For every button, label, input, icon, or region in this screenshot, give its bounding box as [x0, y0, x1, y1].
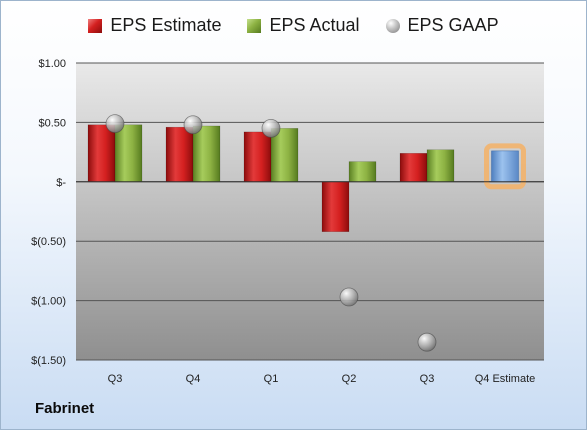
- eps-estimate-bar: [321, 181, 350, 232]
- y-tick-label: $(1.00): [31, 296, 66, 308]
- eps-gaap-point: [261, 118, 281, 138]
- y-tick-label: $1.00: [38, 58, 66, 70]
- eps-gaap-point: [183, 115, 203, 135]
- eps-estimate-bar: [399, 153, 428, 183]
- y-tick-label: $(1.50): [31, 355, 66, 367]
- eps-estimate-bar: [87, 124, 116, 183]
- x-tick-label: Q3: [108, 373, 123, 385]
- eps-estimate-bar: [243, 131, 272, 183]
- y-tick-label: $(0.50): [31, 236, 66, 248]
- legend-item-eps-gaap: EPS GAAP: [385, 15, 499, 36]
- legend-swatch-eps-estimate: [88, 18, 103, 33]
- legend-item-eps-actual: EPS Actual: [247, 15, 360, 36]
- y-tick-label: $0.50: [38, 117, 66, 129]
- eps-estimate-bar: [165, 126, 194, 183]
- x-tick-label: Q3: [420, 373, 435, 385]
- legend: EPS Estimate EPS Actual EPS GAAP: [1, 15, 586, 36]
- x-tick-label: Q4: [186, 373, 201, 385]
- company-name: Fabrinet: [35, 400, 95, 417]
- legend-label-eps-gaap: EPS GAAP: [407, 15, 499, 35]
- eps-gaap-point: [417, 332, 437, 352]
- x-tick-label: Q1: [264, 373, 279, 385]
- legend-swatch-eps-gaap: [385, 18, 400, 33]
- eps-gaap-point: [339, 287, 359, 307]
- bars: [76, 124, 544, 232]
- eps-actual-bar: [348, 161, 377, 183]
- legend-label-eps-estimate: EPS Estimate: [110, 15, 222, 35]
- x-tick-label: Q4 Estimate: [475, 373, 536, 385]
- x-axis-ticks: Q3 Q4 Q1 Q2 Q3 Q4 Estimate: [108, 373, 536, 385]
- plot-area: [76, 63, 544, 360]
- eps-actual-bar: [426, 149, 455, 183]
- eps-forecast-bar: [491, 150, 519, 183]
- legend-label-eps-actual: EPS Actual: [269, 15, 360, 35]
- eps-gaap-point: [105, 114, 125, 133]
- y-axis-ticks: $1.00 $0.50 $- $(0.50) $(1.00) $(1.50): [31, 58, 66, 367]
- eps-actual-bar: [192, 125, 221, 183]
- x-tick-label: Q2: [342, 373, 357, 385]
- y-tick-label: $-: [56, 177, 66, 189]
- legend-swatch-eps-actual: [247, 18, 262, 33]
- eps-actual-bar: [114, 124, 143, 183]
- eps-actual-bar: [270, 128, 299, 183]
- gaap-markers: [105, 114, 437, 352]
- legend-item-eps-estimate: EPS Estimate: [88, 15, 221, 36]
- forecast-highlight: [484, 143, 526, 190]
